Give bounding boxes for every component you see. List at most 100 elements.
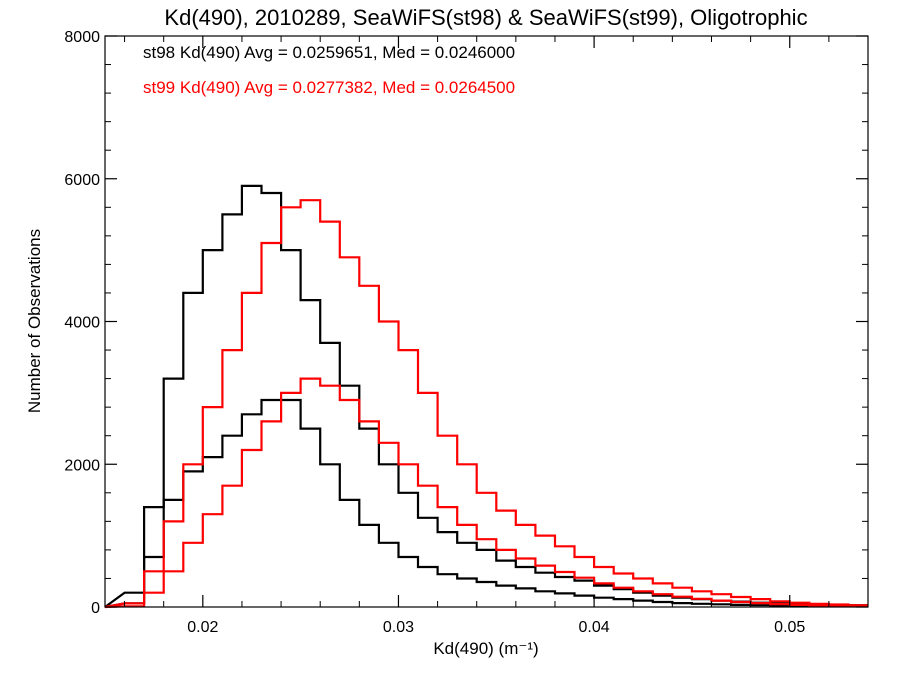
series-1-upper-point xyxy=(407,349,409,351)
y-tick-label: 8000 xyxy=(64,29,100,46)
series-1-upper-point xyxy=(583,556,585,558)
series-0-lower-point xyxy=(720,603,722,605)
series-1-lower-point xyxy=(662,593,664,595)
series-1-lower-point xyxy=(701,598,703,600)
series-1-lower-point xyxy=(212,513,214,515)
series-1-lower-point xyxy=(583,577,585,579)
series-0-lower-point xyxy=(485,581,488,583)
series-0-upper-point xyxy=(349,385,351,387)
series-1-lower-point xyxy=(427,485,429,487)
series-0-lower-point xyxy=(446,573,448,575)
series-1-lower-point xyxy=(681,596,683,598)
series-0-lower-point xyxy=(368,524,370,526)
series-1-lower-point xyxy=(172,570,175,572)
series-1-lower-point xyxy=(309,378,311,380)
series-1-lower-point xyxy=(642,590,644,592)
series-0-upper-point xyxy=(368,428,370,430)
series-0-upper-point xyxy=(485,549,488,551)
series-1-upper-point xyxy=(368,285,370,287)
series-1-upper-point xyxy=(349,256,351,258)
series-1-upper-point xyxy=(133,602,135,605)
series-0-lower-point xyxy=(427,566,429,568)
series-0-lower-point xyxy=(681,602,683,604)
series-0-upper-point xyxy=(133,592,135,594)
series-1-lower-point xyxy=(388,442,390,444)
series-1-lower-point xyxy=(838,605,840,607)
series-0-lower-point xyxy=(603,597,605,599)
series-0-upper-point xyxy=(231,213,233,215)
series-0-upper-point xyxy=(388,463,390,465)
series-0-lower-point xyxy=(544,590,546,592)
series-1-upper-point xyxy=(212,406,214,408)
y-axis: 0 2000 4000 6000 8000 xyxy=(64,29,868,617)
series-1-lower-point xyxy=(603,582,605,585)
series-1-upper-point xyxy=(798,602,801,604)
series-0-upper-point xyxy=(564,576,566,578)
series-1-upper-point xyxy=(172,520,175,523)
series-1-upper-point xyxy=(505,510,507,512)
series-1-lower-point xyxy=(466,524,468,526)
series-1-lower-point xyxy=(759,602,762,604)
series-0-lower-point xyxy=(212,456,214,458)
series-0-lower-point xyxy=(290,399,292,401)
y-tick-label: 0 xyxy=(91,600,100,617)
series-1-lower-point xyxy=(544,565,546,567)
series-0-lower-point xyxy=(231,435,233,437)
series-0-upper-point xyxy=(329,342,331,344)
series-1-upper-point xyxy=(564,545,566,547)
x-tick-label: 0.04 xyxy=(579,619,610,636)
series-0-lower-point xyxy=(583,595,585,597)
series-0-lower-point xyxy=(388,542,390,544)
series-1-lower-point xyxy=(622,587,625,589)
series-0-upper-point xyxy=(212,249,214,251)
series-1-upper-point xyxy=(642,577,644,580)
series-1-lower-point xyxy=(290,392,292,394)
series-1 xyxy=(104,199,868,609)
series-1-lower-point xyxy=(525,557,527,560)
series-0-upper-point xyxy=(192,292,194,294)
series-0-lower-point xyxy=(642,600,644,602)
series-1-lower-point xyxy=(446,506,448,508)
series-1-upper-point xyxy=(681,587,683,589)
series-0-lower-point xyxy=(270,399,272,401)
series-0-upper-point xyxy=(466,542,468,544)
series-0-lower-point xyxy=(740,604,742,606)
series-1-lower-point xyxy=(270,420,272,422)
series-0-lower-point xyxy=(564,592,566,595)
series-1-upper-point xyxy=(544,535,546,537)
x-axis-label: Kd(490) (m⁻¹) xyxy=(433,639,538,658)
annotation-st98: st98 Kd(490) Avg = 0.0259651, Med = 0.02… xyxy=(143,43,515,62)
series-0-lower-point xyxy=(466,577,468,580)
series-0-upper-point xyxy=(525,566,527,568)
series-0-upper-point xyxy=(290,249,292,251)
y-axis-label: Number of Observations xyxy=(25,229,44,413)
series-0-upper-point xyxy=(446,531,448,533)
series-1-lower-point xyxy=(505,549,507,551)
series-1-lower-outline xyxy=(104,377,868,609)
series-1-upper-point xyxy=(740,596,742,598)
series-1-upper-point xyxy=(662,582,664,585)
series-1-upper-point xyxy=(525,524,527,526)
series-1-upper-point xyxy=(446,435,448,437)
series-0-lower-point xyxy=(701,603,703,605)
series-0-upper-point xyxy=(544,572,546,574)
series-1-lower-point xyxy=(251,449,253,451)
series-1-upper-point xyxy=(759,598,762,600)
series-0-upper-point xyxy=(427,517,429,519)
series-1-upper-point xyxy=(388,320,390,323)
series-0-upper-point xyxy=(583,580,585,582)
series-0-upper-point xyxy=(622,588,625,590)
series-1-lower-point xyxy=(720,600,722,602)
x-tick-label: 0.02 xyxy=(187,619,218,636)
series-0-lower-point xyxy=(779,605,781,607)
series-0-lower-point xyxy=(662,601,664,603)
x-tick-label: 0.03 xyxy=(383,619,414,636)
series-1-upper-outline xyxy=(104,199,868,609)
series-1-upper-point xyxy=(153,570,155,572)
series-1-upper-point xyxy=(779,600,781,602)
series-0-lower-point xyxy=(153,556,155,558)
series-1-lower-point xyxy=(153,592,155,594)
series-0-lower-point xyxy=(309,428,311,430)
series-1-upper-point xyxy=(603,566,605,568)
